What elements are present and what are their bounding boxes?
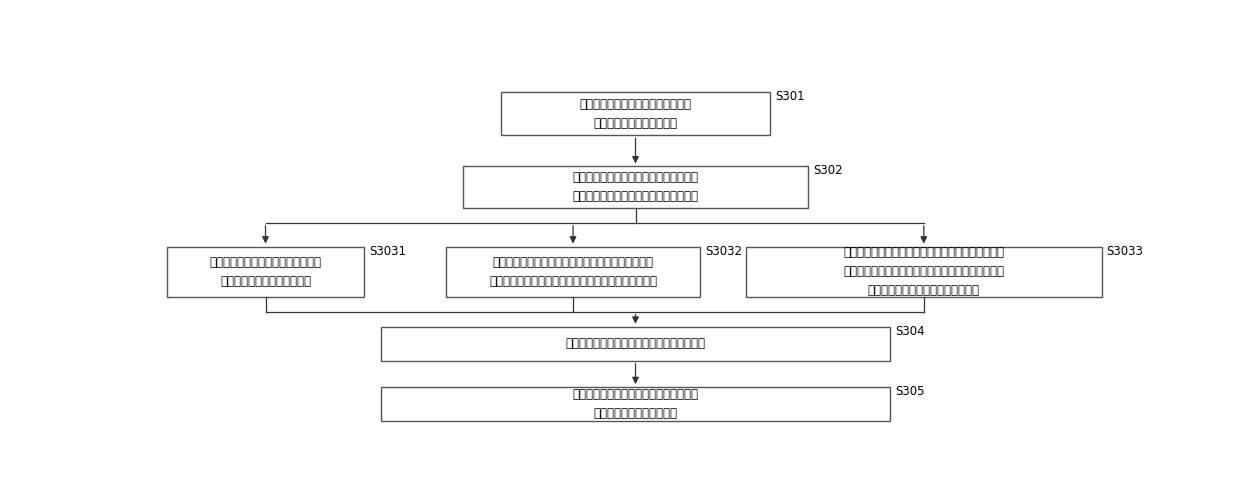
Text: 比较冷媒进液管温和中部管温的数值大小
并计算冷媒进液管温和中部管温的温差值: 比较冷媒进液管温和中部管温的数值大小 并计算冷媒进液管温和中部管温的温差值 [573,171,698,203]
Bar [445,246,701,297]
Bar [746,246,1101,297]
Text: 根据参考温度确定是否满足预设的防冻结条件: 根据参考温度确定是否满足预设的防冻结条件 [565,337,706,350]
Text: S305: S305 [895,385,925,398]
Text: 响应于冷媒进液管温大于或等于中部管温、且温差值
小于预设的差值阈值，以室内换热器的冷媒进液管温
和中部管温的温度均值作为参考温度: 响应于冷媒进液管温大于或等于中部管温、且温差值 小于预设的差值阈值，以室内换热器… [843,246,1004,297]
Bar [501,92,770,135]
Text: 响应于参考温度满足预设的防冻结条件，
控制空调切换至防冻结模式: 响应于参考温度满足预设的防冻结条件， 控制空调切换至防冻结模式 [573,388,698,420]
Text: S301: S301 [775,90,805,103]
Text: S304: S304 [895,325,925,338]
Bar [381,327,890,361]
Text: S3033: S3033 [1106,245,1143,258]
Text: 响应于冷媒进液管温大于或等于中部管温、且温差值
大于或等于预设的差值阈值，以中部管温作为参考温度: 响应于冷媒进液管温大于或等于中部管温、且温差值 大于或等于预设的差值阈值，以中部… [489,256,657,288]
Bar [167,246,365,297]
Text: 获取空调运行制冷模式时室内换热器
的冷媒进液管温和中部管温: 获取空调运行制冷模式时室内换热器 的冷媒进液管温和中部管温 [579,98,692,129]
Text: S302: S302 [813,165,843,177]
Text: 响应于冷媒进液管温小于中部管温，
以冷媒进液管温作为参考温度: 响应于冷媒进液管温小于中部管温， 以冷媒进液管温作为参考温度 [210,256,321,288]
Bar [463,166,808,208]
Bar [381,387,890,421]
Text: S3031: S3031 [368,245,405,258]
Text: S3032: S3032 [706,245,743,258]
